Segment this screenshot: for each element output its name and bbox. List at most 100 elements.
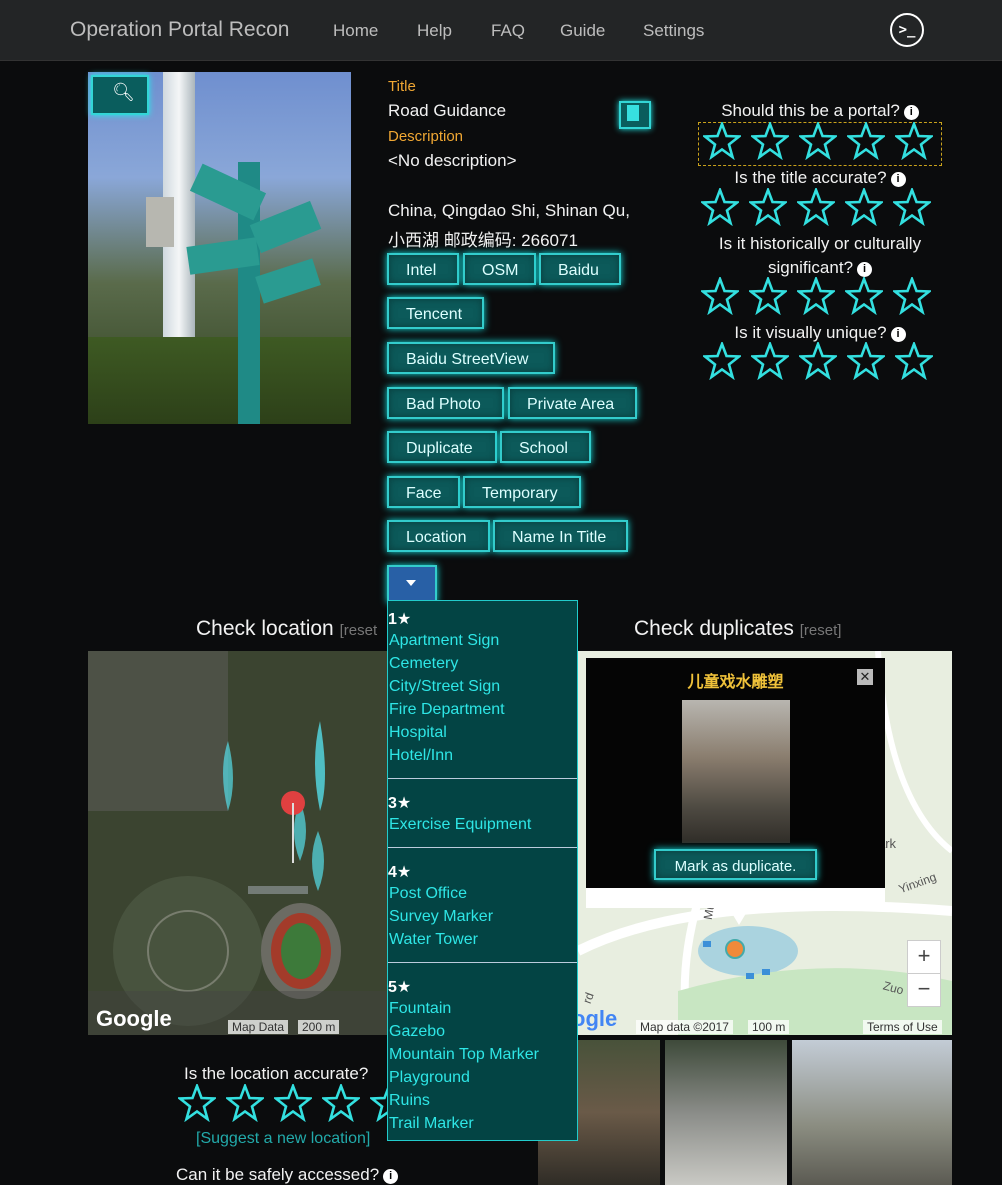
nearby-photo-thumbnail[interactable] (792, 1040, 952, 1185)
candidate-title: Road Guidance (388, 101, 507, 120)
star-icon[interactable] (703, 342, 741, 380)
map-scale: 100 m (748, 1020, 790, 1034)
address-line-2: 小西湖 邮政编码: 266071 (388, 231, 578, 250)
star-icon[interactable] (893, 277, 931, 315)
duplicate-button[interactable]: Duplicate (387, 431, 497, 463)
star-icon[interactable] (701, 277, 739, 315)
menu-group-header: 3★ (388, 795, 412, 812)
private-area-button[interactable]: Private Area (508, 387, 637, 419)
star-icon[interactable] (895, 342, 933, 380)
menu-item[interactable]: Gazebo (389, 1023, 446, 1040)
name-in-title-button[interactable]: Name In Title (493, 520, 628, 552)
star-icon[interactable] (847, 122, 885, 160)
reset-duplicates-link[interactable]: [reset] (799, 622, 842, 639)
reset-location-link[interactable]: [reset (339, 622, 378, 639)
star-icon[interactable] (893, 188, 931, 226)
menu-item[interactable]: Trail Marker (389, 1115, 474, 1132)
star-icon[interactable] (799, 122, 837, 160)
menu-item[interactable]: Fire Department (389, 701, 505, 718)
bad-photo-button[interactable]: Bad Photo (387, 387, 504, 419)
temporary-button[interactable]: Temporary (463, 476, 581, 508)
info-icon[interactable]: i (903, 105, 919, 120)
copy-title-button[interactable] (619, 101, 651, 129)
menu-group-header: 4★ (388, 864, 412, 881)
info-icon[interactable]: i (383, 1169, 399, 1184)
star-icon[interactable] (274, 1084, 312, 1122)
candidate-photo[interactable] (88, 72, 351, 424)
menu-item[interactable]: Mountain Top Marker (389, 1046, 539, 1063)
star-icon[interactable] (751, 122, 789, 160)
menu-item[interactable]: City/Street Sign (389, 678, 501, 695)
rejection-reason-menu (387, 600, 578, 1141)
star-icon[interactable] (799, 342, 837, 380)
baidu-streetview-button[interactable]: Baidu StreetView (387, 342, 555, 374)
face-button[interactable]: Face (387, 476, 460, 508)
google-logo: ogle (578, 1006, 618, 1031)
close-icon[interactable]: ✕ (857, 669, 873, 685)
menu-item[interactable]: Post Office (389, 885, 467, 902)
map-data-attribution[interactable]: Map data ©2017 (636, 1020, 733, 1034)
safe-access-question: Can it be safely accessed? i (176, 1165, 399, 1185)
star-icon[interactable] (701, 188, 739, 226)
star-icon[interactable] (797, 188, 835, 226)
star-icon[interactable] (749, 188, 787, 226)
star-icon[interactable] (895, 122, 933, 160)
nav-home-link[interactable]: Home (333, 21, 379, 40)
nav-faq-link[interactable]: FAQ (491, 21, 526, 40)
popup-pointer (727, 905, 751, 925)
menu-item[interactable]: Fountain (389, 1000, 452, 1017)
menu-item[interactable]: Hospital (389, 724, 447, 741)
mark-as-duplicate-button[interactable]: Mark as duplicate. (654, 849, 817, 880)
candidate-description: <No description> (388, 151, 517, 170)
star-icon[interactable] (797, 277, 835, 315)
title-label: Title (388, 78, 416, 95)
info-icon[interactable]: i (857, 262, 873, 277)
tencent-button[interactable]: Tencent (387, 297, 484, 329)
duplicate-portal-photo[interactable] (682, 700, 790, 843)
zoom-in-button[interactable]: + (907, 940, 941, 974)
more-options-dropdown-button[interactable] (387, 565, 437, 603)
historic-question-line2: significant? i (690, 258, 950, 278)
location-accurate-question: Is the location accurate? (184, 1064, 369, 1083)
copy-icon (627, 105, 639, 121)
star-icon[interactable] (845, 277, 883, 315)
star-icon[interactable] (749, 277, 787, 315)
nav-settings-link[interactable]: Settings (643, 21, 705, 40)
top-navbar (0, 0, 1002, 61)
star-icon[interactable] (178, 1084, 216, 1122)
baidu-button[interactable]: Baidu (539, 253, 621, 285)
menu-item[interactable]: Playground (389, 1069, 470, 1086)
star-icon[interactable] (751, 342, 789, 380)
intel-button[interactable]: Intel (387, 253, 459, 285)
star-icon[interactable] (703, 122, 741, 160)
menu-item[interactable]: Hotel/Inn (389, 747, 454, 764)
menu-item[interactable]: Apartment Sign (389, 632, 500, 649)
photo-zoom-button[interactable]: 🔍︎ (91, 75, 149, 115)
nav-guide-link[interactable]: Guide (560, 21, 606, 40)
star-icon[interactable] (226, 1084, 264, 1122)
menu-item[interactable]: Ruins (389, 1092, 430, 1109)
osm-button[interactable]: OSM (463, 253, 536, 285)
menu-item[interactable]: Water Tower (389, 931, 478, 948)
location-button[interactable]: Location (387, 520, 490, 552)
info-icon[interactable]: i (890, 327, 906, 342)
star-icon[interactable] (847, 342, 885, 380)
check-location-heading: Check location [reset (196, 617, 378, 640)
star-icon[interactable] (845, 188, 883, 226)
menu-item[interactable]: Cemetery (389, 655, 459, 672)
terminal-prompt-icon[interactable]: >_ (890, 13, 924, 47)
menu-item[interactable]: Exercise Equipment (389, 816, 532, 833)
brand-title[interactable]: Operation Portal Recon (70, 18, 290, 41)
duplicate-portal-title: 儿童戏水雕塑 (687, 672, 784, 691)
menu-item[interactable]: Survey Marker (389, 908, 494, 925)
school-button[interactable]: School (500, 431, 591, 463)
address-line-1: China, Qingdao Shi, Shinan Qu, (388, 201, 630, 220)
info-icon[interactable]: i (890, 172, 906, 187)
zoom-out-button[interactable]: − (907, 973, 941, 1007)
map-data-attribution[interactable]: Map Data (228, 1020, 289, 1034)
nav-help-link[interactable]: Help (417, 21, 452, 40)
star-icon[interactable] (322, 1084, 360, 1122)
suggest-location-link[interactable]: [Suggest a new location] (196, 1130, 371, 1147)
terms-of-use-link[interactable]: Terms of Use (863, 1020, 942, 1034)
nearby-photo-thumbnail[interactable] (665, 1040, 787, 1185)
